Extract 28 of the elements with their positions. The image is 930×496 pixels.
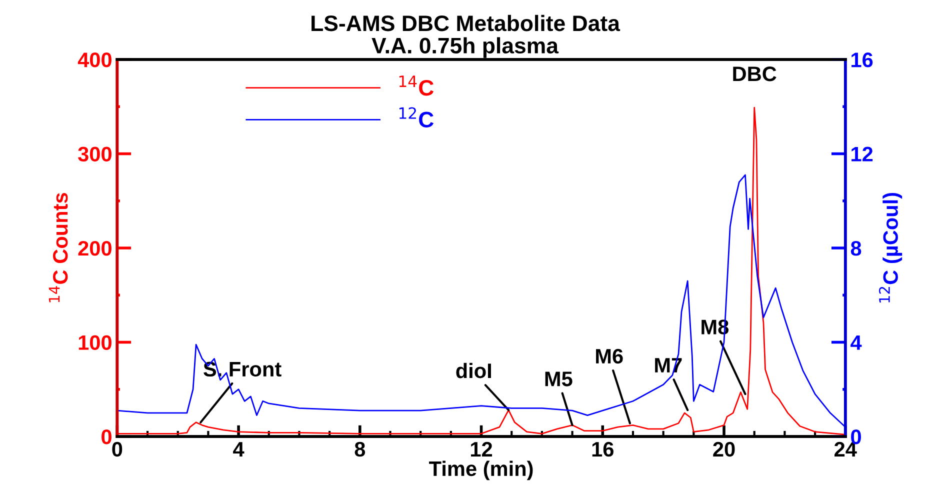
y2-tick-label: 8 [850,241,862,256]
y-tick-label: 0 [102,429,112,444]
y-tick-label: 300 [78,146,112,162]
y-tick-label: 100 [78,335,112,350]
y2-tick-label: 16 [852,52,873,68]
annotation: M5 [545,372,572,386]
y2-tick-label: 12 [852,146,873,162]
chart-subtitle: V.A. 0.75h plasma [372,37,559,58]
x-tick-label: 20 [713,442,735,457]
x-tick-label: 4 [233,442,244,456]
y-tick-label: 400 [78,52,112,68]
chart-title: LS-AMS DBC Metabolite Data [312,14,620,32]
annotation: DBC [733,66,776,82]
y2-tick-label: 4 [850,335,862,350]
text: $^{14}$C [399,76,434,96]
annotation: dioI [456,362,491,378]
text: $^{12}$C [399,107,434,128]
x-axis-title: Time (min) [429,460,533,480]
line-series [117,174,846,428]
y-axis-title: $^{14}$C Counts [48,192,68,302]
y-tick-label: 200 [78,241,112,256]
x-tick-label: 8 [354,442,366,457]
y2-axis-title: $^{12}$C (µCoul) [878,192,902,302]
annotation: M6 [596,348,623,364]
x-tick-label: 0 [112,442,122,457]
x-tick-label: 16 [592,442,614,457]
x-tick-label: 12 [471,442,492,456]
line-series [117,106,846,436]
